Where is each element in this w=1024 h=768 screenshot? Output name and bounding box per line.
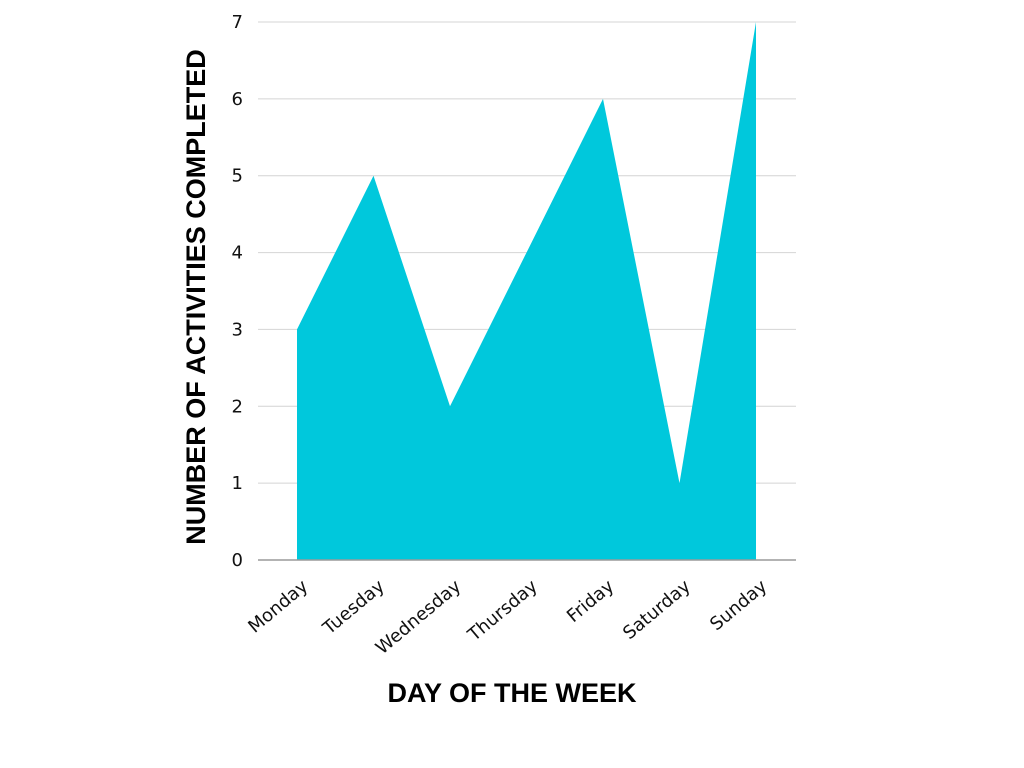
y-tick-label: 7 xyxy=(232,12,243,33)
y-tick-label: 5 xyxy=(232,166,243,187)
area-series xyxy=(297,22,756,560)
x-tick-label: Friday xyxy=(563,576,619,627)
y-axis-title: NUMBER OF ACTIVITIES COMPLETED xyxy=(181,49,211,545)
y-tick-label: 0 xyxy=(232,550,243,571)
area-fill xyxy=(297,22,756,560)
y-axis-ticks: 0 1 2 3 4 5 6 7 xyxy=(232,12,243,571)
x-tick-label: Saturday xyxy=(619,576,695,644)
y-tick-label: 1 xyxy=(232,473,243,494)
x-tick-label: Thursday xyxy=(463,576,542,647)
y-tick-label: 6 xyxy=(232,89,243,110)
x-axis-title: DAY OF THE WEEK xyxy=(387,678,637,708)
x-tick-label: Wednesday xyxy=(372,576,466,659)
x-tick-label: Monday xyxy=(244,576,312,638)
y-tick-label: 3 xyxy=(232,319,243,340)
x-tick-label: Tuesday xyxy=(318,576,389,640)
y-tick-label: 2 xyxy=(232,396,243,417)
x-tick-label: Sunday xyxy=(706,576,771,636)
y-tick-label: 4 xyxy=(232,243,243,264)
